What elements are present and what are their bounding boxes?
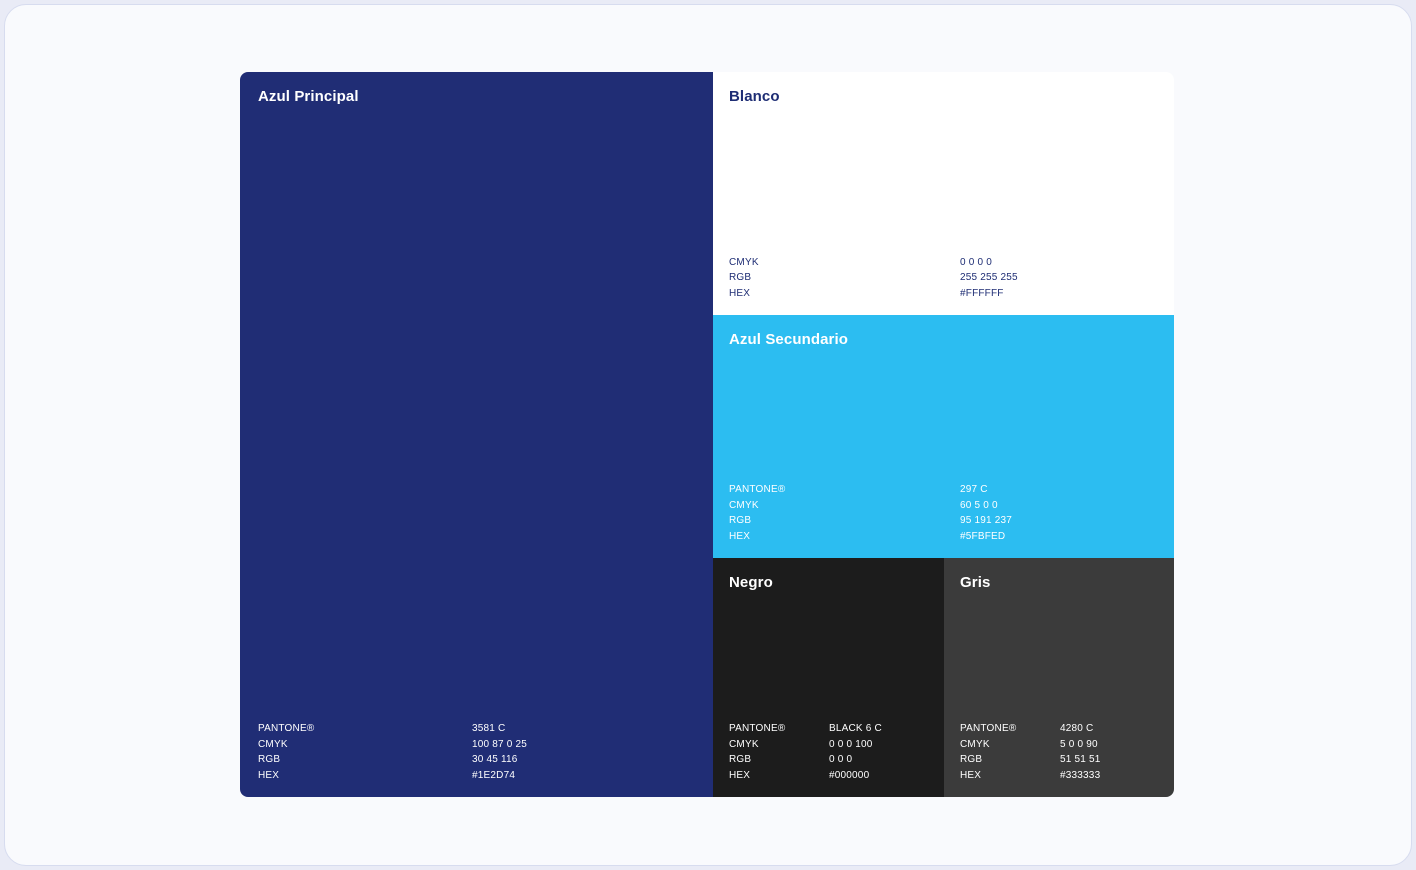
swatch-specs: CMYK 0 0 0 0 RGB 255 255 255 HEX #FFFFFF	[729, 255, 1158, 302]
spec-row-pantone: PANTONE® BLACK 6 C	[729, 721, 928, 737]
spec-label: PANTONE®	[960, 723, 1017, 734]
spec-row-cmyk: CMYK 0 0 0 0	[729, 255, 1158, 271]
swatch-title: Gris	[960, 574, 991, 591]
spec-label: HEX	[258, 769, 280, 781]
spec-label: PANTONE®	[729, 484, 786, 495]
swatch-title: Negro	[729, 574, 773, 591]
swatch-specs: PANTONE® BLACK 6 C CMYK 0 0 0 100 RGB 0 …	[729, 721, 928, 783]
spec-value: 297 C	[960, 484, 988, 495]
spec-row-hex: HEX #1E2D74	[258, 768, 697, 784]
spec-label: HEX	[729, 287, 751, 299]
spec-value: #000000	[829, 769, 870, 781]
spec-label: HEX	[729, 769, 751, 781]
spec-row-pantone: PANTONE® 4280 C	[960, 721, 1158, 737]
spec-value: #5FBFED	[960, 530, 1006, 542]
spec-row-pantone: PANTONE® 297 C	[729, 482, 1158, 498]
spec-value: BLACK 6 C	[829, 723, 882, 734]
swatch-specs: PANTONE® 3581 C CMYK 100 87 0 25 RGB 30 …	[258, 721, 697, 783]
spec-row-hex: HEX #333333	[960, 768, 1158, 784]
swatch-azul-principal: Azul Principal PANTONE® 3581 C CMYK 100 …	[240, 72, 713, 797]
spec-row-cmyk: CMYK 0 0 0 100	[729, 737, 928, 753]
spec-value: 0 0 0 100	[829, 738, 873, 750]
spec-row-cmyk: CMYK 60 5 0 0	[729, 498, 1158, 514]
spec-value: 0 0 0	[829, 754, 853, 765]
spec-row-hex: HEX #000000	[729, 768, 928, 784]
spec-value: #1E2D74	[472, 769, 516, 781]
spec-value: 60 5 0 0	[960, 499, 998, 511]
spec-label: RGB	[960, 754, 983, 765]
spec-row-rgb: RGB 0 0 0	[729, 752, 928, 768]
spec-label: CMYK	[729, 499, 759, 511]
spec-label: CMYK	[729, 256, 759, 268]
spec-row-hex: HEX #5FBFED	[729, 529, 1158, 545]
spec-label: RGB	[729, 754, 752, 765]
spec-value: 51 51 51	[1060, 754, 1101, 765]
spec-label: PANTONE®	[258, 723, 315, 734]
swatch-specs: PANTONE® 297 C CMYK 60 5 0 0 RGB 95 191 …	[729, 482, 1158, 544]
spec-value: 5 0 0 90	[1060, 738, 1098, 750]
spec-row-rgb: RGB 95 191 237	[729, 513, 1158, 529]
spec-value: 100 87 0 25	[472, 738, 528, 750]
spec-label: RGB	[729, 515, 752, 526]
spec-label: RGB	[258, 754, 281, 765]
spec-row-cmyk: CMYK 100 87 0 25	[258, 737, 697, 753]
spec-value: 4280 C	[1060, 723, 1094, 734]
spec-value: 3581 C	[472, 723, 506, 734]
spec-row-rgb: RGB 30 45 116	[258, 752, 697, 768]
swatch-azul-secundario: Azul Secundario PANTONE® 297 C CMYK 60 5…	[713, 315, 1174, 558]
spec-label: CMYK	[960, 738, 990, 750]
spec-value: 30 45 116	[472, 754, 518, 765]
spec-label: HEX	[729, 530, 751, 542]
spec-value: 255 255 255	[960, 272, 1018, 283]
palette-right-column: Blanco CMYK 0 0 0 0 RGB 255 255 255 HEX …	[713, 72, 1174, 797]
spec-row-pantone: PANTONE® 3581 C	[258, 721, 697, 737]
swatch-negro: Negro PANTONE® BLACK 6 C CMYK 0 0 0 100 …	[713, 558, 944, 797]
spec-label: RGB	[729, 272, 752, 283]
spec-row-rgb: RGB 255 255 255	[729, 270, 1158, 286]
swatch-title: Blanco	[729, 88, 780, 105]
color-palette-grid: Azul Principal PANTONE® 3581 C CMYK 100 …	[240, 72, 1174, 797]
spec-row-rgb: RGB 51 51 51	[960, 752, 1158, 768]
spec-value: 0 0 0 0	[960, 256, 992, 268]
swatch-title: Azul Principal	[258, 88, 359, 105]
spec-label: HEX	[960, 769, 982, 781]
swatch-specs: PANTONE® 4280 C CMYK 5 0 0 90 RGB 51 51 …	[960, 721, 1158, 783]
spec-value: #FFFFFF	[960, 287, 1004, 299]
spec-label: CMYK	[258, 738, 288, 750]
swatch-title: Azul Secundario	[729, 331, 849, 348]
swatch-blanco: Blanco CMYK 0 0 0 0 RGB 255 255 255 HEX …	[713, 72, 1174, 315]
spec-value: 95 191 237	[960, 515, 1013, 526]
spec-label: CMYK	[729, 738, 759, 750]
spec-row-hex: HEX #FFFFFF	[729, 286, 1158, 302]
spec-value: #333333	[1060, 769, 1101, 781]
palette-bottom-row: Negro PANTONE® BLACK 6 C CMYK 0 0 0 100 …	[713, 558, 1174, 797]
spec-label: PANTONE®	[729, 723, 786, 734]
swatch-gris: Gris PANTONE® 4280 C CMYK 5 0 0 90 RGB 5…	[944, 558, 1174, 797]
spec-row-cmyk: CMYK 5 0 0 90	[960, 737, 1158, 753]
